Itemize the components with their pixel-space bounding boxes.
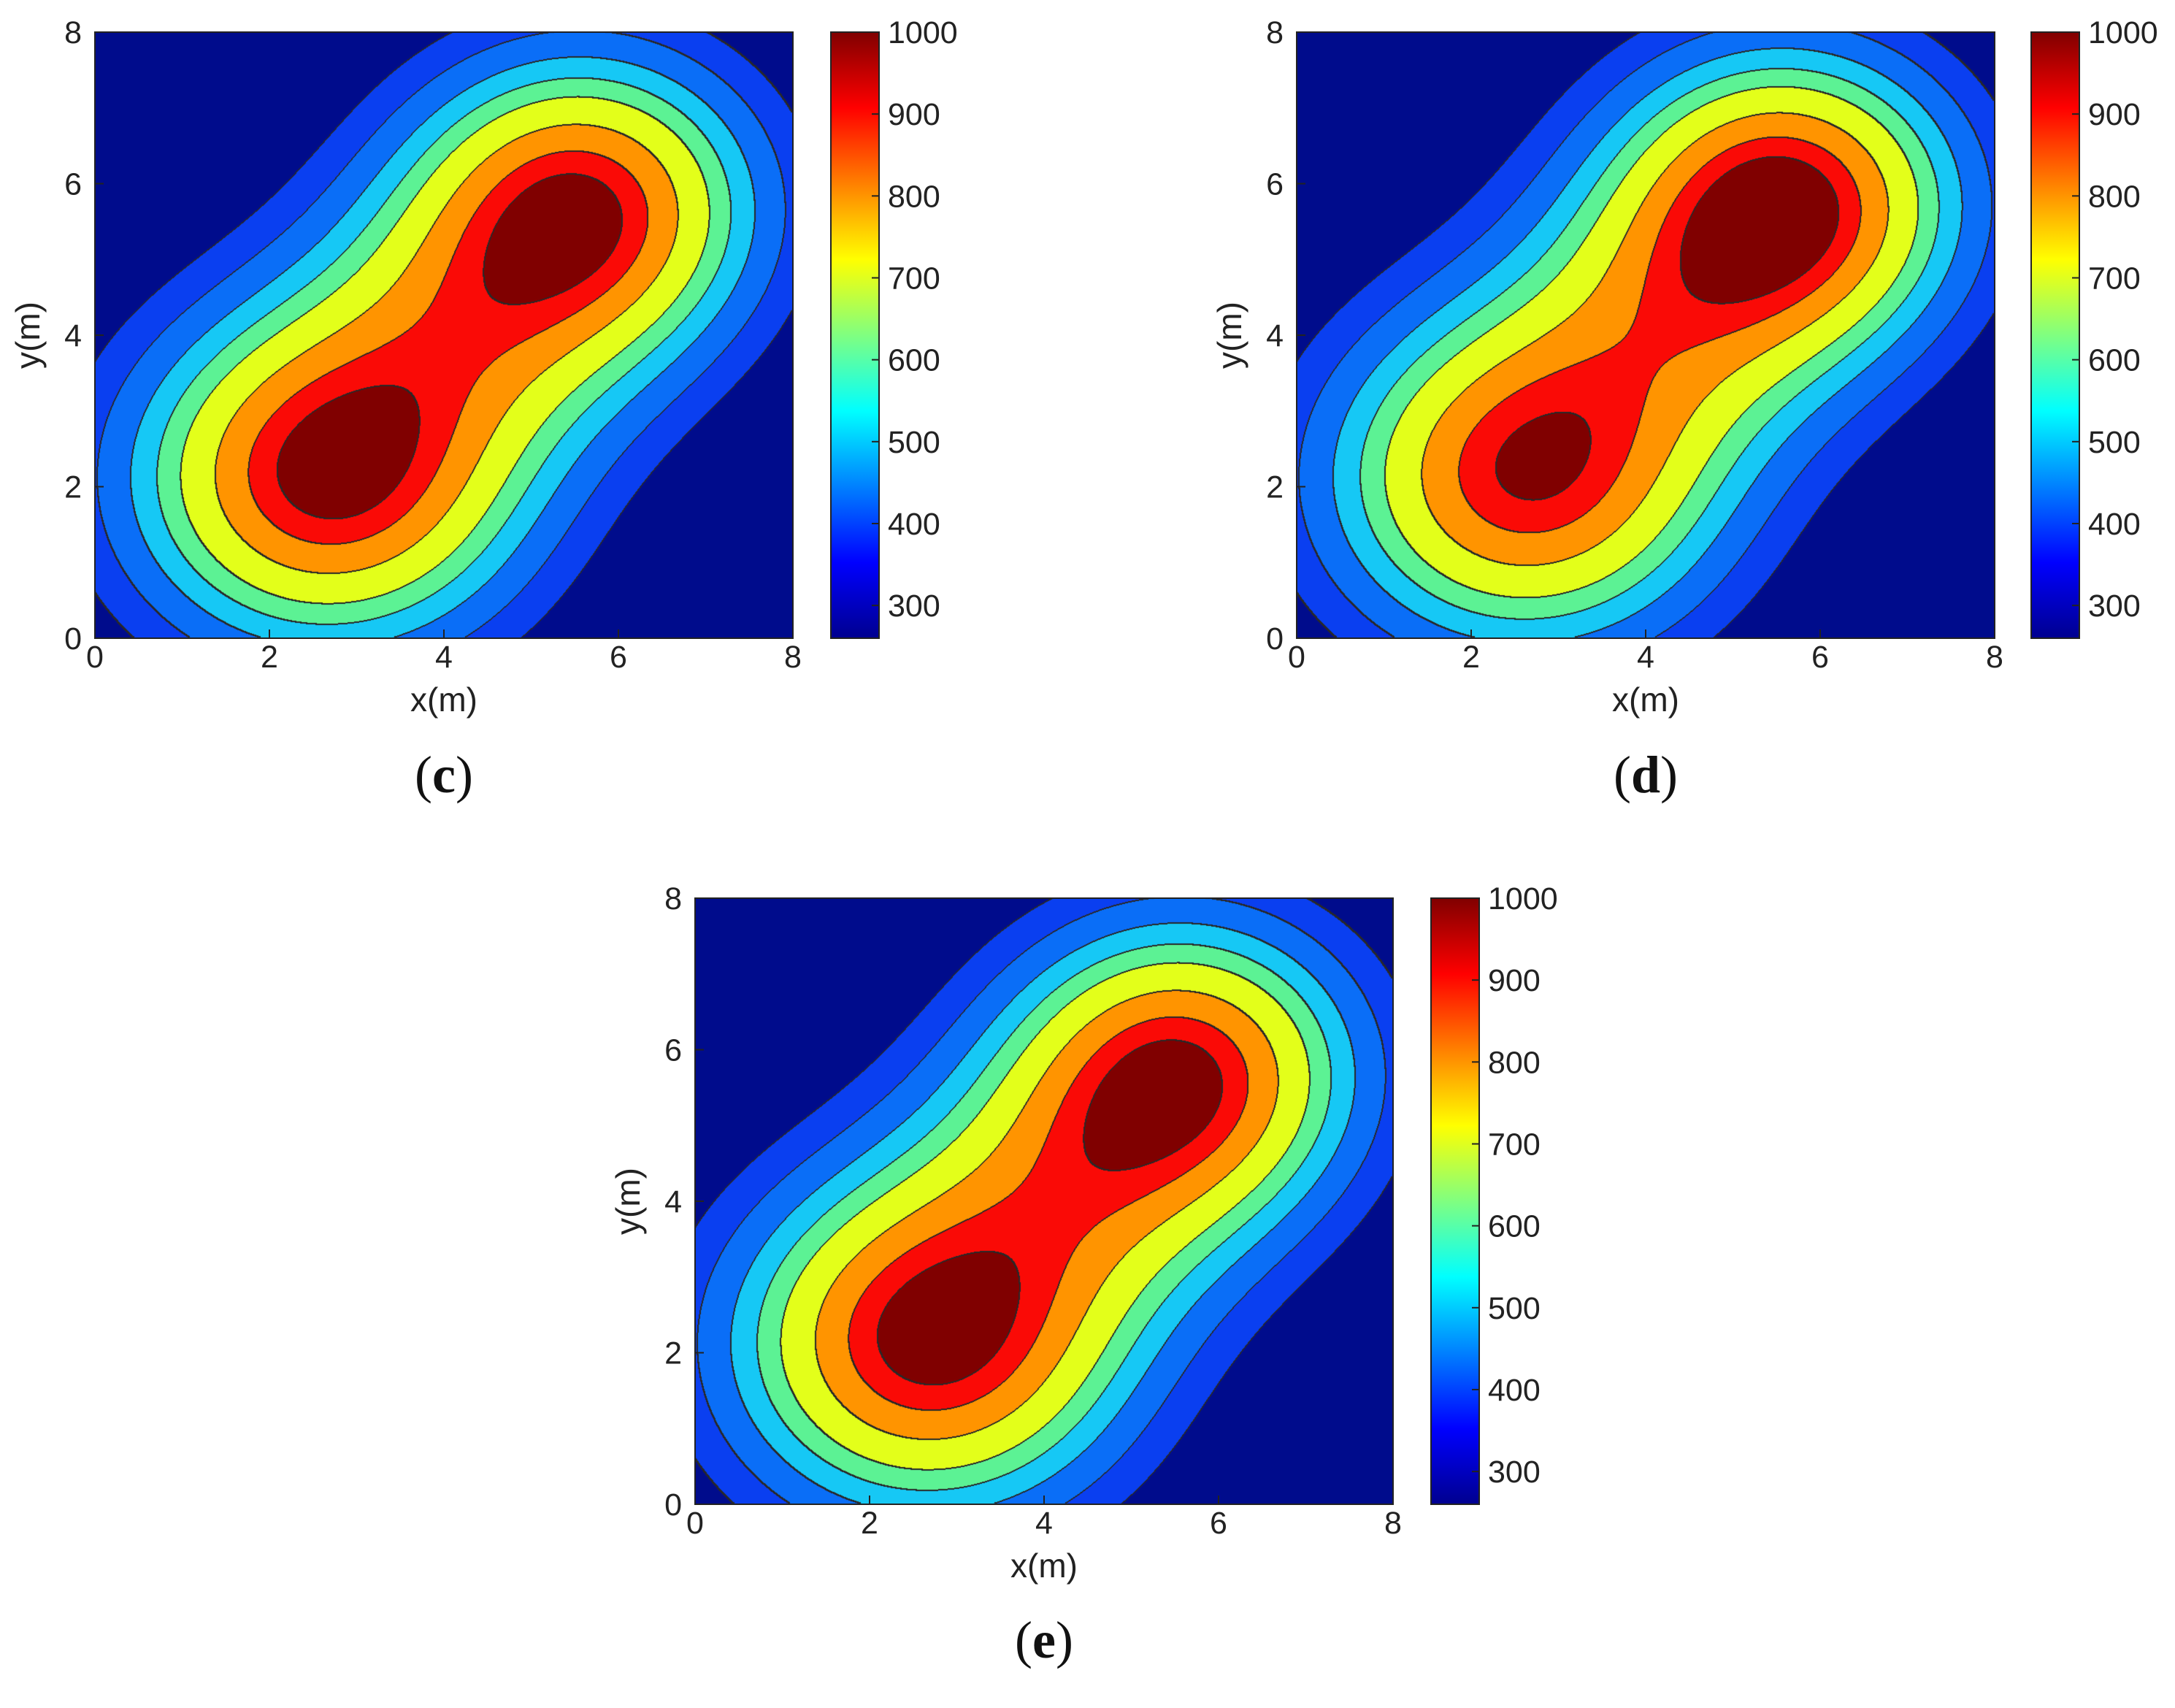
colorbar-tick-label: 400: [2088, 507, 2141, 542]
contour-map: [1297, 32, 1995, 638]
x-tick-label: 0: [686, 1506, 704, 1541]
x-tick-label: 6: [1210, 1506, 1227, 1541]
y-tick-label: 2: [64, 470, 82, 505]
colorbar-tick-label: 500: [2088, 425, 2141, 460]
colorbar: [2030, 31, 2080, 639]
x-tick-label: 4: [1035, 1506, 1053, 1541]
x-tick-label: 0: [86, 640, 104, 675]
x-tick-label: 4: [435, 640, 453, 675]
x-axis-label: x(m): [410, 681, 477, 719]
panel-label: (c): [415, 746, 473, 804]
x-tick-label: 2: [261, 640, 278, 675]
contour-map: [695, 898, 1393, 1504]
colorbar-tick-label: 300: [2088, 589, 2141, 624]
y-tick-label: 4: [64, 318, 82, 353]
colorbar: [830, 31, 880, 639]
x-tick-label: 8: [1384, 1506, 1402, 1541]
colorbar-tick-label: 600: [2088, 343, 2141, 378]
x-tick-label: 0: [1288, 640, 1305, 675]
colorbar-tick-label: 1000: [888, 15, 958, 50]
y-tick-label: 0: [64, 621, 82, 656]
colorbar-tick-label: 1000: [2088, 15, 2158, 50]
y-tick-label: 6: [1266, 167, 1284, 202]
y-tick-label: 2: [1266, 470, 1284, 505]
y-tick-label: 4: [664, 1184, 682, 1219]
colorbar-tick-label: 800: [888, 179, 940, 214]
colorbar-tick-label: 600: [888, 343, 940, 378]
panel-e: 0 2 4 6 8 0 2 4 6 8 x(m) y(m) 300 400 500 600 700 800 900 1…: [609, 881, 1558, 1669]
x-tick-label: 8: [784, 640, 802, 675]
panel-label: (e): [1015, 1611, 1073, 1669]
y-tick-label: 0: [664, 1487, 682, 1523]
y-tick-label: 2: [664, 1336, 682, 1371]
colorbar-tick-label: 700: [2088, 261, 2141, 296]
y-tick-label: 0: [1266, 621, 1284, 656]
y-tick-label: 4: [1266, 318, 1284, 353]
y-axis-label: y(m): [9, 302, 47, 369]
colorbar-tick-label: 400: [888, 507, 940, 542]
x-axis-label: x(m): [1612, 681, 1679, 719]
x-axis-label: x(m): [1010, 1547, 1078, 1585]
x-tick-label: 2: [861, 1506, 878, 1541]
colorbar-tick-label: 600: [1488, 1209, 1541, 1244]
panel-d: 0 2 4 6 8 0 2 4 6 8 x(m) y(m) 300 400 500 600 700 800 900 1…: [1211, 15, 2158, 804]
colorbar-tick-label: 800: [2088, 179, 2141, 214]
y-tick-label: 6: [64, 167, 82, 202]
colorbar-tick-label: 400: [1488, 1373, 1541, 1408]
colorbar-tick-label: 300: [1488, 1455, 1541, 1490]
colorbar-tick-label: 900: [888, 97, 940, 132]
y-tick-label: 6: [664, 1033, 682, 1068]
y-tick-label: 8: [664, 881, 682, 916]
x-tick-label: 8: [1986, 640, 2003, 675]
colorbar-tick-label: 800: [1488, 1045, 1541, 1080]
panel-c: 0 2 4 6 8 0 2 4 6 8 x(m) y(m) 300 400 500 600 700 800 900 1…: [9, 15, 958, 804]
panel-label: (d): [1614, 746, 1678, 804]
colorbar-tick-label: 500: [1488, 1291, 1541, 1326]
colorbar-tick-label: 300: [888, 589, 940, 624]
colorbar-tick-label: 900: [1488, 963, 1541, 998]
y-tick-label: 8: [64, 15, 82, 50]
colorbar-tick-label: 900: [2088, 97, 2141, 132]
colorbar-tick-label: 700: [1488, 1127, 1541, 1162]
x-tick-label: 4: [1637, 640, 1654, 675]
x-tick-label: 2: [1462, 640, 1480, 675]
y-tick-label: 8: [1266, 15, 1284, 50]
colorbar: [1430, 897, 1480, 1505]
contour-map: [95, 32, 793, 638]
colorbar-tick-label: 1000: [1488, 881, 1558, 916]
y-axis-label: y(m): [609, 1168, 647, 1235]
y-axis-label: y(m): [1211, 302, 1248, 369]
colorbar-tick-label: 500: [888, 425, 940, 460]
x-tick-label: 6: [1811, 640, 1829, 675]
colorbar-tick-label: 700: [888, 261, 940, 296]
x-tick-label: 6: [610, 640, 627, 675]
